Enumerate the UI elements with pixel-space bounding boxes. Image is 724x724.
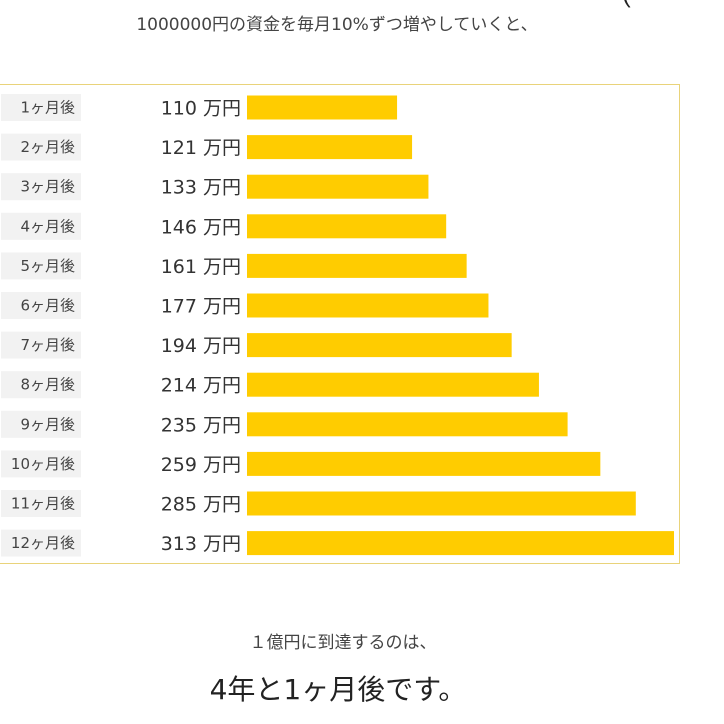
conclusion-lead: １億円に到達するのは、 xyxy=(249,633,437,653)
month-label-bg xyxy=(1,212,81,240)
value-label: 146 万円 xyxy=(161,216,241,238)
month-label-bg xyxy=(1,331,81,359)
month-label-bg xyxy=(1,490,81,517)
value-bar xyxy=(247,214,447,239)
month-label-bg xyxy=(1,410,81,438)
month-label-bg xyxy=(1,450,81,478)
month-label: 7ヶ月後 xyxy=(20,336,75,354)
month-label: 5ヶ月後 xyxy=(20,257,75,275)
month-label: 3ヶ月後 xyxy=(20,178,75,196)
value-bar xyxy=(247,372,539,397)
month-label-bg xyxy=(1,173,81,201)
value-bar xyxy=(247,491,636,516)
month-label-bg xyxy=(1,94,81,121)
value-label: 121 万円 xyxy=(161,137,241,159)
value-label: 194 万円 xyxy=(161,335,241,357)
month-label: 2ヶ月後 xyxy=(20,138,75,156)
month-label: 12ヶ月後 xyxy=(11,534,75,552)
month-label: 1ヶ月後 xyxy=(20,99,75,117)
value-bar xyxy=(247,531,674,556)
value-bar xyxy=(247,253,467,278)
conclusion-main: 4年と1ヶ月後です。 xyxy=(209,673,467,706)
value-bar xyxy=(247,451,601,476)
value-label: 177 万円 xyxy=(161,296,241,318)
value-bar xyxy=(247,412,568,437)
value-label: 133 万円 xyxy=(161,177,241,199)
value-label: 214 万円 xyxy=(161,375,241,397)
value-label: 285 万円 xyxy=(161,494,241,516)
month-label-bg xyxy=(1,133,81,161)
month-label-bg xyxy=(1,252,81,280)
value-label: 259 万円 xyxy=(161,454,241,476)
value-bar xyxy=(247,135,413,160)
value-label: 313 万円 xyxy=(161,533,241,555)
value-label: 110 万円 xyxy=(161,98,241,120)
value-label: 161 万円 xyxy=(161,256,241,278)
value-bar xyxy=(247,293,489,318)
month-label: 11ヶ月後 xyxy=(11,495,75,513)
month-label-bg xyxy=(1,292,81,319)
month-label: 9ヶ月後 xyxy=(20,415,75,433)
intro-text: 1000000円の資金を毎月10%ずつ増やしていくと、 xyxy=(136,15,538,35)
month-label: 6ヶ月後 xyxy=(20,297,75,315)
month-label: 8ヶ月後 xyxy=(20,376,75,394)
value-bar xyxy=(247,95,398,120)
value-bar xyxy=(247,333,512,358)
month-label: 4ヶ月後 xyxy=(20,217,75,235)
growth-chart-svg: 1ヶ月後 110 万円 2ヶ月後 121 万円 3ヶ月後 133 万円 4ヶ月後 146 万円… xyxy=(1,94,674,557)
month-label: 10ヶ月後 xyxy=(11,455,75,473)
value-bar xyxy=(247,174,429,199)
growth-chart: 1ヶ月後 110 万円 2ヶ月後 121 万円 3ヶ月後 133 万円 4ヶ月後 146 万円… xyxy=(0,84,680,564)
month-label-bg xyxy=(1,371,81,399)
month-label-bg xyxy=(1,529,81,557)
value-label: 235 万円 xyxy=(161,414,241,436)
